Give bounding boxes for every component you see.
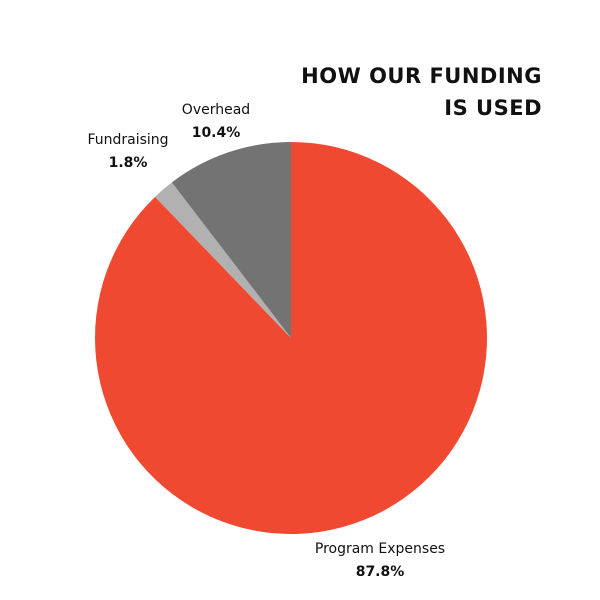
- slice-value-label: 87.8%: [356, 564, 405, 580]
- slice-value-label: 1.8%: [109, 155, 148, 171]
- pie-slice: [171, 142, 291, 338]
- chart-title: HOW OUR FUNDING IS USED: [301, 64, 542, 120]
- pie-slice: [155, 182, 291, 338]
- slice-value-label: 10.4%: [192, 125, 241, 141]
- slice-label: Fundraising: [87, 132, 168, 148]
- slice-label: Overhead: [182, 102, 250, 118]
- slice-label: Program Expenses: [315, 541, 445, 557]
